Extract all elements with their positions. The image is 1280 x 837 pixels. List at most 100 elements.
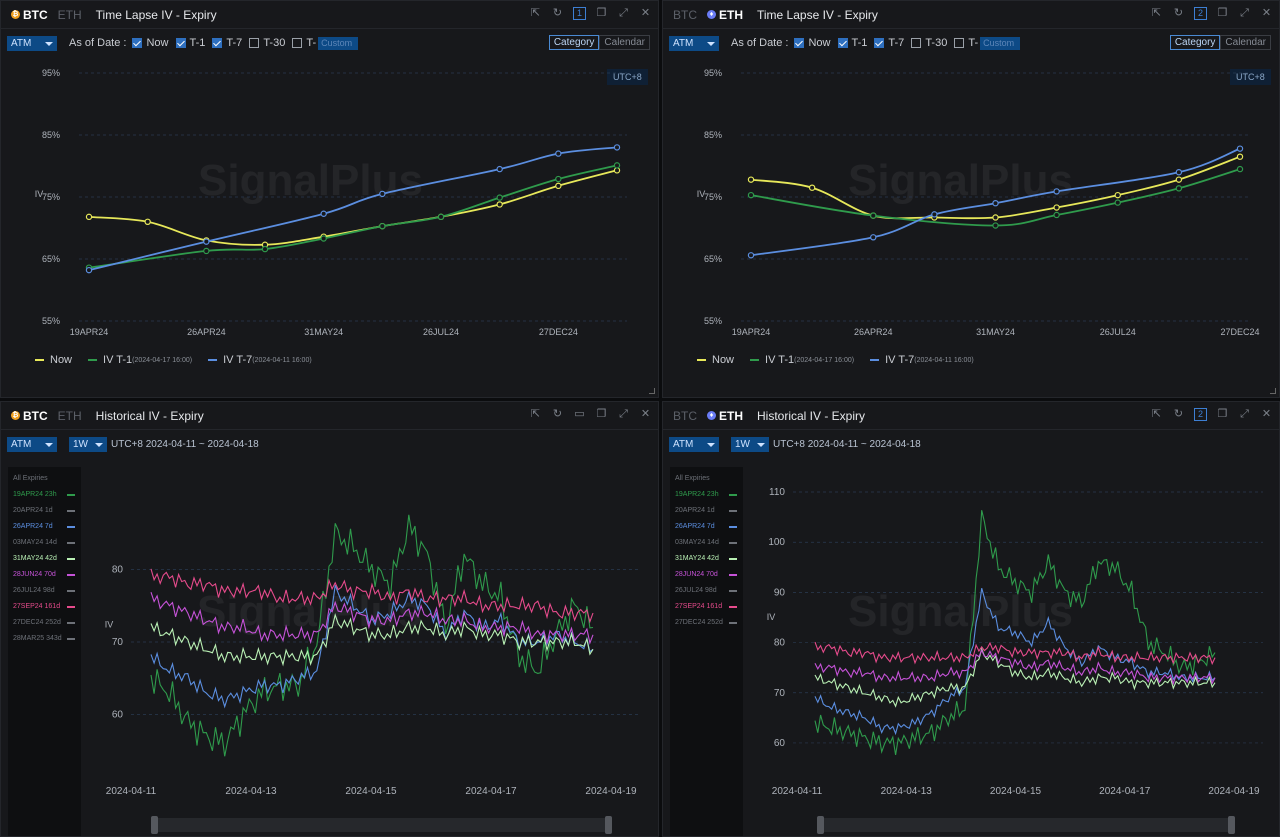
legend-t-1[interactable]: IV T-1 (2024-04-17 16:00) xyxy=(88,354,192,366)
close-icon[interactable]: ✕ xyxy=(1261,408,1272,420)
export-icon[interactable]: ⇱ xyxy=(530,408,541,420)
page-number-badge[interactable]: 2 xyxy=(1194,408,1207,421)
expiry-item[interactable]: 03MAY24 14d xyxy=(8,535,81,551)
folder-icon[interactable]: ▭ xyxy=(574,408,585,420)
expiry-item[interactable]: 26APR24 7d xyxy=(670,519,743,535)
coin-tab-btc[interactable]: BTC xyxy=(673,408,697,423)
interval-select[interactable]: 1W xyxy=(69,436,107,452)
x-tick-label: 26APR24 xyxy=(854,327,893,337)
x-tick-label: 2024-04-15 xyxy=(990,786,1042,797)
check-t-1[interactable]: T-1 xyxy=(175,37,205,49)
expiry-item[interactable]: 03MAY24 14d xyxy=(670,535,743,551)
expiry-item[interactable]: All Expiries xyxy=(675,475,710,482)
tab-calendar[interactable]: Calendar xyxy=(599,35,650,50)
close-icon[interactable]: ✕ xyxy=(640,7,651,19)
expiry-item[interactable]: 26JUL24 98d xyxy=(670,583,743,599)
expiry-item[interactable]: 28MAR25 343d xyxy=(8,631,81,647)
checkbox-icon xyxy=(794,38,805,48)
eth-icon: ♦ xyxy=(707,411,716,420)
atm-select[interactable]: ATM xyxy=(669,436,719,452)
export-icon[interactable]: ⇱ xyxy=(1151,7,1162,19)
expiry-item[interactable]: 20APR24 1d xyxy=(670,503,743,519)
check-t-30[interactable]: T-30 xyxy=(911,37,947,49)
coin-tab-eth[interactable]: ♦ ETH xyxy=(707,409,743,423)
check-t-7[interactable]: T-7 xyxy=(212,37,242,49)
check-now[interactable]: Now xyxy=(794,37,831,49)
x-tick-label: 2024-04-19 xyxy=(585,786,637,797)
y-tick-label: 95% xyxy=(704,68,722,78)
close-icon[interactable]: ✕ xyxy=(1261,7,1272,19)
legend-now[interactable]: Now xyxy=(35,354,72,366)
refresh-icon[interactable]: ↻ xyxy=(552,7,563,19)
expiry-item[interactable]: 26JUL24 98d xyxy=(8,583,81,599)
data-point xyxy=(1175,168,1183,176)
export-icon[interactable]: ⇱ xyxy=(1151,408,1162,420)
expand-icon[interactable]: ⤢ xyxy=(1240,7,1249,19)
expiry-item[interactable]: 27DEC24 252d xyxy=(670,615,743,631)
expiry-item[interactable]: 28JUN24 70d xyxy=(670,567,743,583)
refresh-icon[interactable]: ↻ xyxy=(552,408,563,420)
refresh-icon[interactable]: ↻ xyxy=(1173,7,1184,19)
view-toggle: Category Calendar xyxy=(1169,35,1271,50)
check-t-custom[interactable]: T- Custom xyxy=(954,36,1021,50)
check-t-7[interactable]: T-7 xyxy=(874,37,904,49)
t-custom-input[interactable]: Custom xyxy=(980,36,1021,50)
check-t-custom[interactable]: T- Custom xyxy=(292,36,359,50)
expiry-item[interactable]: 27DEC24 252d xyxy=(8,615,81,631)
close-icon[interactable]: ✕ xyxy=(640,408,651,420)
coin-tab-eth[interactable]: ETH xyxy=(57,7,82,22)
data-point xyxy=(85,266,93,274)
legend-t-1[interactable]: IV T-1 (2024-04-17 16:00) xyxy=(750,354,854,366)
coin-tab-btc[interactable]: BTC xyxy=(673,7,697,22)
tab-category[interactable]: Category xyxy=(1169,35,1221,50)
legend-t-7[interactable]: IV T-7 (2024-04-11 16:00) xyxy=(870,354,974,366)
data-point xyxy=(320,235,327,242)
data-point xyxy=(496,165,503,173)
expiry-item[interactable]: 19APR24 23h xyxy=(8,487,81,503)
copy-icon[interactable]: ❐ xyxy=(596,408,607,420)
expand-icon[interactable]: ⤢ xyxy=(619,408,628,420)
page-number-badge[interactable]: 2 xyxy=(1194,7,1207,20)
coin-tab-btc[interactable]: ₿ BTC xyxy=(11,7,48,22)
checkbox-icon xyxy=(175,38,186,48)
expiry-item[interactable]: 31MAY24 42d xyxy=(670,551,743,567)
tab-category[interactable]: Category xyxy=(548,35,600,50)
panel-header: ₿ BTC ETH Time Lapse IV - Expiry ⇱ ↻ 1 ❐ … xyxy=(1,1,658,29)
check-t-30[interactable]: T-30 xyxy=(249,37,285,49)
page-number-badge[interactable]: 1 xyxy=(573,7,586,20)
expiry-item[interactable]: 26APR24 7d xyxy=(8,519,81,535)
check-t-1[interactable]: T-1 xyxy=(837,37,867,49)
x-tick-label: 2024-04-17 xyxy=(1099,786,1151,797)
t-custom-input[interactable]: Custom xyxy=(318,36,359,50)
data-point xyxy=(144,218,151,225)
expiry-item[interactable]: 28JUN24 70d xyxy=(8,567,81,583)
expand-icon[interactable]: ⤢ xyxy=(1240,408,1249,420)
expiry-item[interactable]: 27SEP24 161d xyxy=(670,599,743,615)
coin-tab-btc[interactable]: ₿ BTC xyxy=(11,408,48,423)
expiry-item[interactable]: 20APR24 1d xyxy=(8,503,81,519)
copy-icon[interactable]: ❐ xyxy=(1217,7,1228,19)
export-icon[interactable]: ⇱ xyxy=(530,7,541,19)
resize-handle[interactable] xyxy=(649,388,655,394)
atm-select[interactable]: ATM xyxy=(7,35,57,51)
legend-t-7[interactable]: IV T-7 (2024-04-11 16:00) xyxy=(208,354,312,366)
atm-select[interactable]: ATM xyxy=(669,35,719,51)
interval-select[interactable]: 1W xyxy=(731,436,769,452)
check-now[interactable]: Now xyxy=(132,37,169,49)
legend-now[interactable]: Now xyxy=(697,354,734,366)
atm-select[interactable]: ATM xyxy=(7,436,57,452)
expiry-item[interactable]: 19APR24 23h xyxy=(670,487,743,503)
copy-icon[interactable]: ❐ xyxy=(596,7,607,19)
expand-icon[interactable]: ⤢ xyxy=(619,7,628,19)
x-tick-label: 2024-04-11 xyxy=(772,786,823,797)
resize-handle[interactable] xyxy=(1270,388,1276,394)
expiry-item[interactable]: All Expiries xyxy=(13,475,48,482)
coin-tab-eth[interactable]: ETH xyxy=(57,408,82,423)
tab-calendar[interactable]: Calendar xyxy=(1220,35,1271,50)
copy-icon[interactable]: ❐ xyxy=(1217,408,1228,420)
expiry-item[interactable]: 31MAY24 42d xyxy=(8,551,81,567)
expiry-item[interactable]: 27SEP24 161d xyxy=(8,599,81,615)
data-point xyxy=(747,176,755,183)
refresh-icon[interactable]: ↻ xyxy=(1173,408,1184,420)
coin-tab-eth[interactable]: ♦ ETH xyxy=(707,8,743,22)
